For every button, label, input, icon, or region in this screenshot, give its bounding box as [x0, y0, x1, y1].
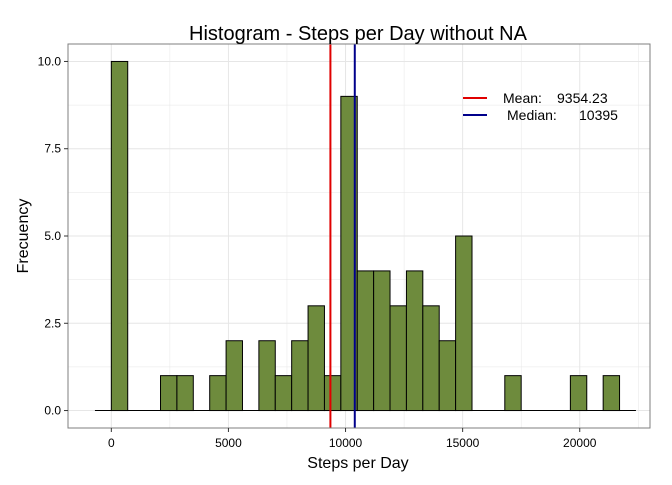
histogram-bar	[438, 340, 457, 412]
chart-title: Histogram - Steps per Day without NA	[189, 23, 528, 45]
y-tick-label: 2.5	[44, 316, 61, 330]
histogram-bar	[258, 340, 276, 412]
histogram-bar	[176, 375, 194, 412]
x-tick-label: 0	[108, 436, 115, 450]
axes-layer: 0 5000 10000 15000 20000 0.0 2.5 5.0 7.5 10.0	[38, 43, 651, 450]
x-tick-label: 10000	[329, 436, 363, 450]
reference-lines-layer	[329, 44, 356, 428]
legend-value: 10395	[579, 107, 618, 123]
histogram-bar	[323, 375, 342, 412]
x-tick-label: 20000	[563, 436, 597, 450]
legend-label: Mean:	[503, 90, 542, 106]
histogram-bar	[405, 270, 424, 412]
histogram-bar	[602, 375, 621, 412]
histogram-bar	[340, 95, 358, 412]
histogram-bar	[225, 340, 243, 412]
histogram-bar	[307, 305, 325, 412]
bars-layer	[94, 60, 636, 412]
histogram-bar	[422, 305, 440, 412]
y-tick-label: 0.0	[44, 404, 61, 418]
x-tick-label: 5000	[215, 436, 242, 450]
histogram-bar	[274, 375, 293, 412]
histogram-bar	[455, 235, 473, 412]
histogram-bar	[110, 60, 129, 412]
legend-value: 9354.23	[557, 90, 608, 106]
x-tick-label: 15000	[446, 436, 480, 450]
histogram-bar	[356, 270, 375, 412]
histogram-bar	[291, 340, 309, 412]
y-tick-label: 5.0	[44, 229, 61, 243]
histogram-bar	[373, 270, 391, 412]
x-axis-label: Steps per Day	[307, 455, 408, 472]
histogram-bar	[569, 375, 588, 412]
histogram-bar	[209, 375, 227, 412]
histogram-bar	[389, 305, 407, 412]
histogram-bar	[160, 375, 178, 412]
y-tick-label: 7.5	[44, 142, 61, 156]
y-tick-label: 10.0	[38, 54, 62, 68]
legend-label: Median:	[507, 107, 557, 123]
y-axis-label: Frecuency	[15, 199, 32, 274]
histogram-bar	[504, 375, 522, 412]
